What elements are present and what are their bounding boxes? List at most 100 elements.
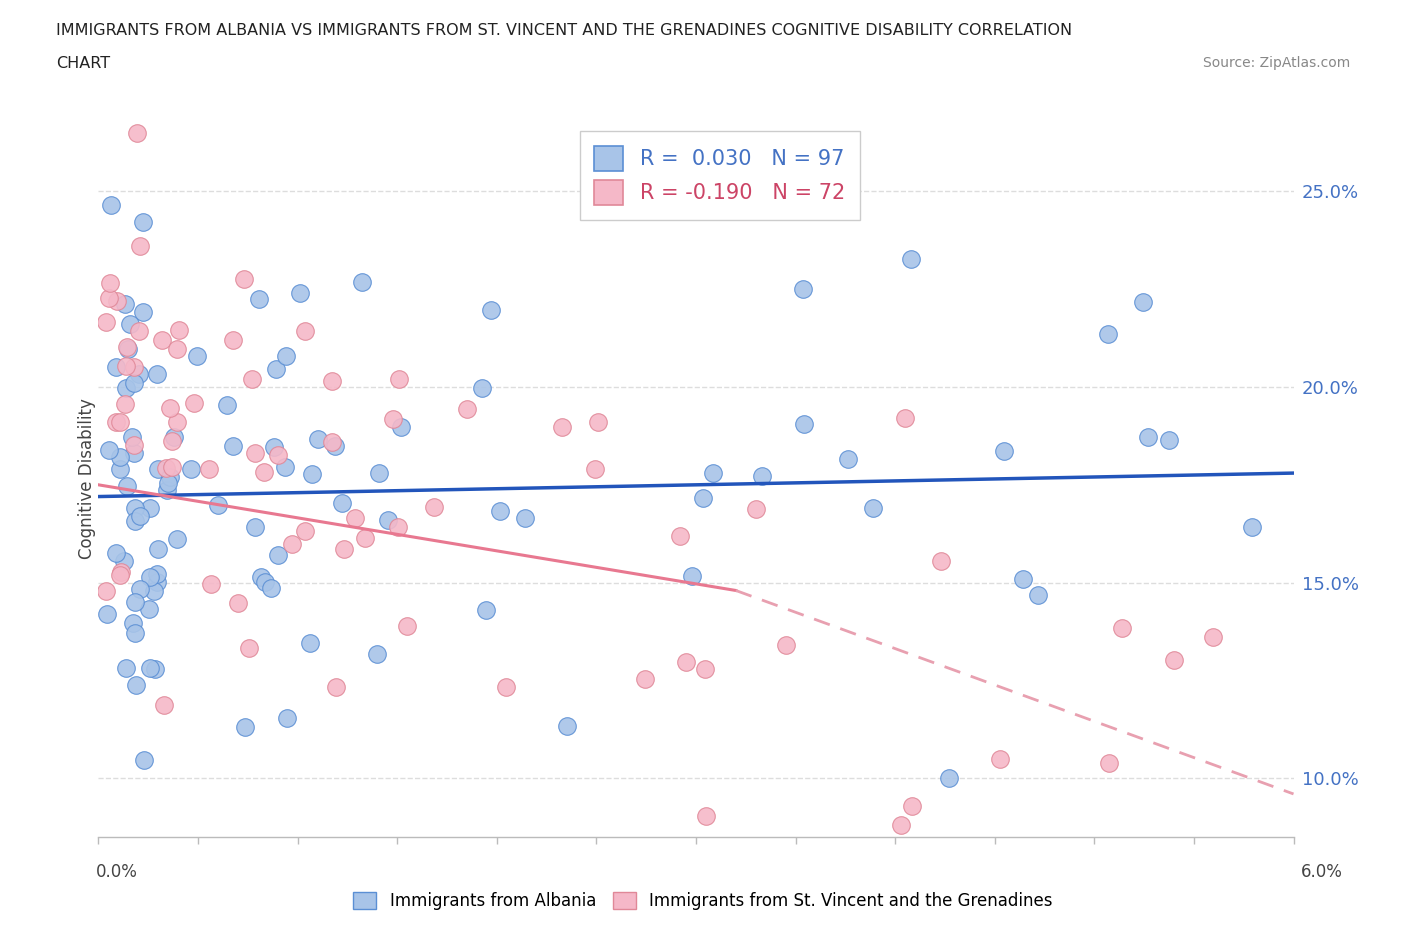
Point [352,274,374,289]
Point [129,238,152,253]
Point [156,475,179,490]
Point [929,553,952,568]
Point [1163,652,1185,667]
Point [1111,621,1133,636]
Point [321,374,343,389]
Point [159,470,181,485]
Point [366,646,388,661]
Point [108,449,131,464]
Point [325,680,347,695]
Point [353,530,375,545]
Point [112,554,135,569]
Point [121,429,143,444]
Point [222,439,245,454]
Point [695,808,717,823]
Point [555,718,578,733]
Point [105,546,128,561]
Point [266,547,288,562]
Point [104,359,127,374]
Point [243,519,266,534]
Point [264,362,287,377]
Point [233,720,256,735]
Point [98,291,121,306]
Point [139,500,162,515]
Point [115,381,138,396]
Point [323,438,346,453]
Point [105,415,128,430]
Point [513,511,536,525]
Point [343,511,366,525]
Point [197,461,219,476]
Point [792,282,814,297]
Point [114,297,136,312]
Point [1011,571,1033,586]
Point [110,565,132,579]
Point [146,574,169,589]
Point [148,541,170,556]
Point [550,419,572,434]
Point [1202,630,1225,644]
Point [893,410,915,425]
Point [388,372,411,387]
Point [115,339,138,354]
Point [1136,430,1159,445]
Point [118,316,141,331]
Point [988,751,1011,766]
Text: Source: ZipAtlas.com: Source: ZipAtlas.com [1202,56,1350,70]
Point [693,661,716,676]
Point [98,443,121,458]
Point [143,662,166,677]
Point [240,372,263,387]
Point [138,601,160,616]
Point [200,577,222,591]
Point [115,359,138,374]
Point [117,341,139,356]
Point [114,397,136,412]
Point [692,490,714,505]
Point [294,324,316,339]
Point [121,616,143,631]
Point [232,272,254,286]
Point [186,349,208,364]
Point [150,332,173,347]
Point [294,524,316,538]
Point [675,655,697,670]
Point [333,541,356,556]
Point [221,333,243,348]
Point [321,434,343,449]
Point [115,661,138,676]
Point [122,438,145,453]
Point [94,314,117,329]
Point [226,595,249,610]
Point [143,584,166,599]
Point [146,366,169,381]
Point [122,360,145,375]
Point [267,447,290,462]
Point [215,397,238,412]
Point [180,462,202,477]
Point [1097,326,1119,341]
Point [129,509,152,524]
Text: 6.0%: 6.0% [1301,863,1343,881]
Point [110,415,132,430]
Point [124,625,146,640]
Point [669,528,692,543]
Point [1098,756,1121,771]
Legend: R =  0.030   N = 97, R = -0.190   N = 72: R = 0.030 N = 97, R = -0.190 N = 72 [579,131,860,219]
Point [124,500,146,515]
Point [127,126,149,140]
Point [301,467,323,482]
Point [307,432,329,446]
Point [938,771,960,786]
Point [124,445,146,460]
Point [274,459,297,474]
Point [253,575,276,590]
Point [862,501,884,516]
Point [367,466,389,481]
Point [890,817,912,832]
Point [152,698,174,712]
Point [124,678,146,693]
Point [479,303,502,318]
Point [474,603,496,618]
Point [634,671,657,686]
